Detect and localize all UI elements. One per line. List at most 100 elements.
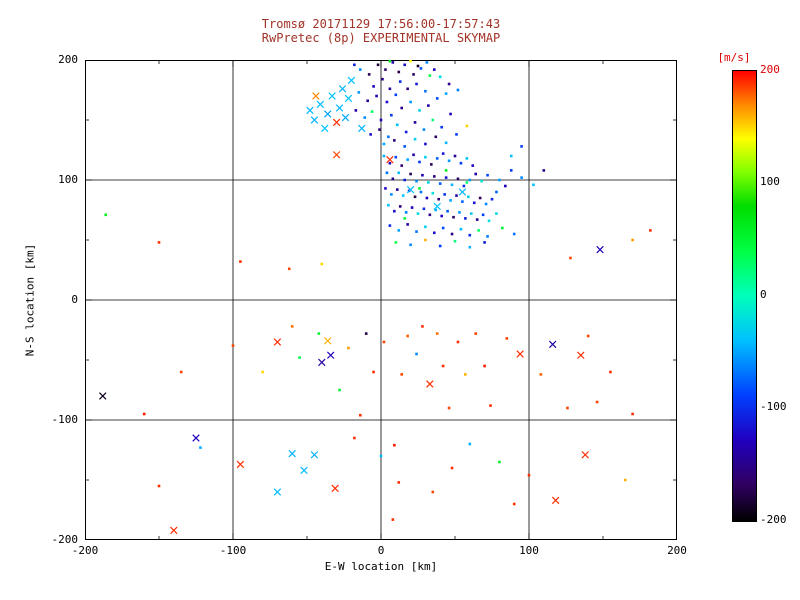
scatter-point-dot <box>465 157 469 160</box>
scatter-point-dot <box>431 118 435 122</box>
scatter-point-dot <box>379 118 383 122</box>
scatter-point-dot <box>481 213 485 217</box>
scatter-point-dot <box>434 135 438 139</box>
scatter-point-dot <box>437 197 441 201</box>
scatter-point-dot <box>404 211 408 214</box>
x-tick-label: -100 <box>219 544 247 557</box>
scatter-point-dot <box>447 159 451 163</box>
scatter-point-cross <box>192 434 200 442</box>
scatter-point-cross <box>328 92 336 100</box>
scatter-point-dot <box>425 61 429 64</box>
scatter-point-dot <box>475 218 479 221</box>
scatter-point-dot <box>409 172 412 176</box>
scatter-point-dot <box>441 152 445 155</box>
scatter-point-dot <box>430 163 433 166</box>
scatter-point-cross <box>331 484 339 493</box>
scatter-point-dot <box>382 340 386 344</box>
scatter-point-dot <box>388 60 392 63</box>
scatter-point-cross <box>338 85 347 93</box>
scatter-point-cross <box>273 488 282 496</box>
scatter-point-dot <box>435 332 439 335</box>
scatter-point-dot <box>409 100 412 104</box>
scatter-point-dot <box>424 225 427 229</box>
scatter-point-cross <box>306 106 314 115</box>
scatter-point-dot <box>427 104 430 107</box>
scatter-point-dot <box>415 230 418 233</box>
scatter-point-cross <box>310 451 319 459</box>
scatter-point-dot <box>364 332 368 335</box>
colorbar-tick-label: 0 <box>760 288 767 301</box>
scatter-point-dot <box>395 188 399 191</box>
scatter-point-cross <box>170 526 178 535</box>
scatter-point-dot <box>512 232 516 236</box>
scatter-point-dot <box>527 473 531 477</box>
scatter-point-dot <box>406 87 409 91</box>
scatter-point-dot <box>400 373 404 376</box>
scatter-point-dot <box>353 63 356 67</box>
scatter-point-dot <box>376 63 380 67</box>
scatter-point-dot <box>142 412 146 416</box>
scatter-point-dot <box>409 243 412 247</box>
scatter-point-dot <box>199 446 202 449</box>
y-tick-label: 100 <box>58 173 78 186</box>
plot-border <box>85 60 677 540</box>
scatter-point-dot <box>403 145 406 148</box>
scatter-point-cross <box>99 392 107 400</box>
scatter-point-cross <box>288 449 296 458</box>
scatter-point-dot <box>366 99 369 103</box>
scatter-point-dot <box>320 262 324 266</box>
scatter-point-dot <box>358 68 362 71</box>
scatter-point-dot <box>489 404 492 407</box>
scatter-point-dot <box>465 181 469 184</box>
scatter-point-dot <box>440 214 443 218</box>
scatter-point-dot <box>397 70 401 74</box>
scatter-point-dot <box>239 260 242 263</box>
scatter-point-dot <box>474 172 478 176</box>
scatter-point-cross <box>335 104 344 112</box>
scatter-point-dot <box>422 128 426 131</box>
scatter-point-dot <box>456 177 460 181</box>
scatter-point-cross <box>332 151 341 159</box>
scatter-point-cross <box>433 202 441 211</box>
scatter-point-dot <box>428 74 432 77</box>
scatter-point-dot <box>388 224 392 227</box>
colorbar-unit-label: [m/s] <box>717 51 751 64</box>
y-tick-label: -200 <box>51 533 79 546</box>
scatter-point-dot <box>397 229 401 232</box>
scatter-point-cross <box>358 124 366 133</box>
scatter-point-cross <box>318 358 326 367</box>
scatter-point-dot <box>459 161 463 165</box>
scatter-point-dot <box>498 460 501 464</box>
scatter-point-cross <box>323 110 332 118</box>
scatter-point-dot <box>468 442 472 446</box>
scatter-point-dot <box>363 116 367 119</box>
scatter-point-dot <box>478 196 482 200</box>
scatter-point-dot <box>410 206 414 209</box>
scatter-point-dot <box>468 245 472 249</box>
scatter-point-dot <box>400 106 404 110</box>
scatter-point-dot <box>477 229 480 232</box>
scatter-point-dot <box>384 68 387 71</box>
scatter-point-dot <box>471 164 475 167</box>
scatter-point-dot <box>512 502 516 506</box>
scatter-point-dot <box>444 141 448 145</box>
scatter-point-dot <box>609 370 612 374</box>
scatter-point-cross <box>344 94 353 103</box>
scatter-point-dot <box>416 64 420 68</box>
scatter-point-dot <box>370 110 374 113</box>
scatter-point-dot <box>397 481 401 484</box>
scatter-point-dot <box>406 334 409 338</box>
scatter-point-dot <box>400 164 404 167</box>
scatter-point-dot <box>623 478 627 482</box>
scatter-point-dot <box>419 67 423 70</box>
scatter-point-dot <box>375 94 378 98</box>
scatter-point-cross <box>326 351 335 359</box>
scatter-point-cross <box>458 188 467 196</box>
scatter-point-dot <box>406 223 409 226</box>
scatter-point-dot <box>424 238 427 242</box>
scatter-point-dot <box>444 169 448 172</box>
scatter-point-cross <box>273 338 282 346</box>
scatter-point-dot <box>298 356 301 359</box>
scatter-point-cross <box>332 118 341 127</box>
scatter-point-dot <box>539 373 543 376</box>
